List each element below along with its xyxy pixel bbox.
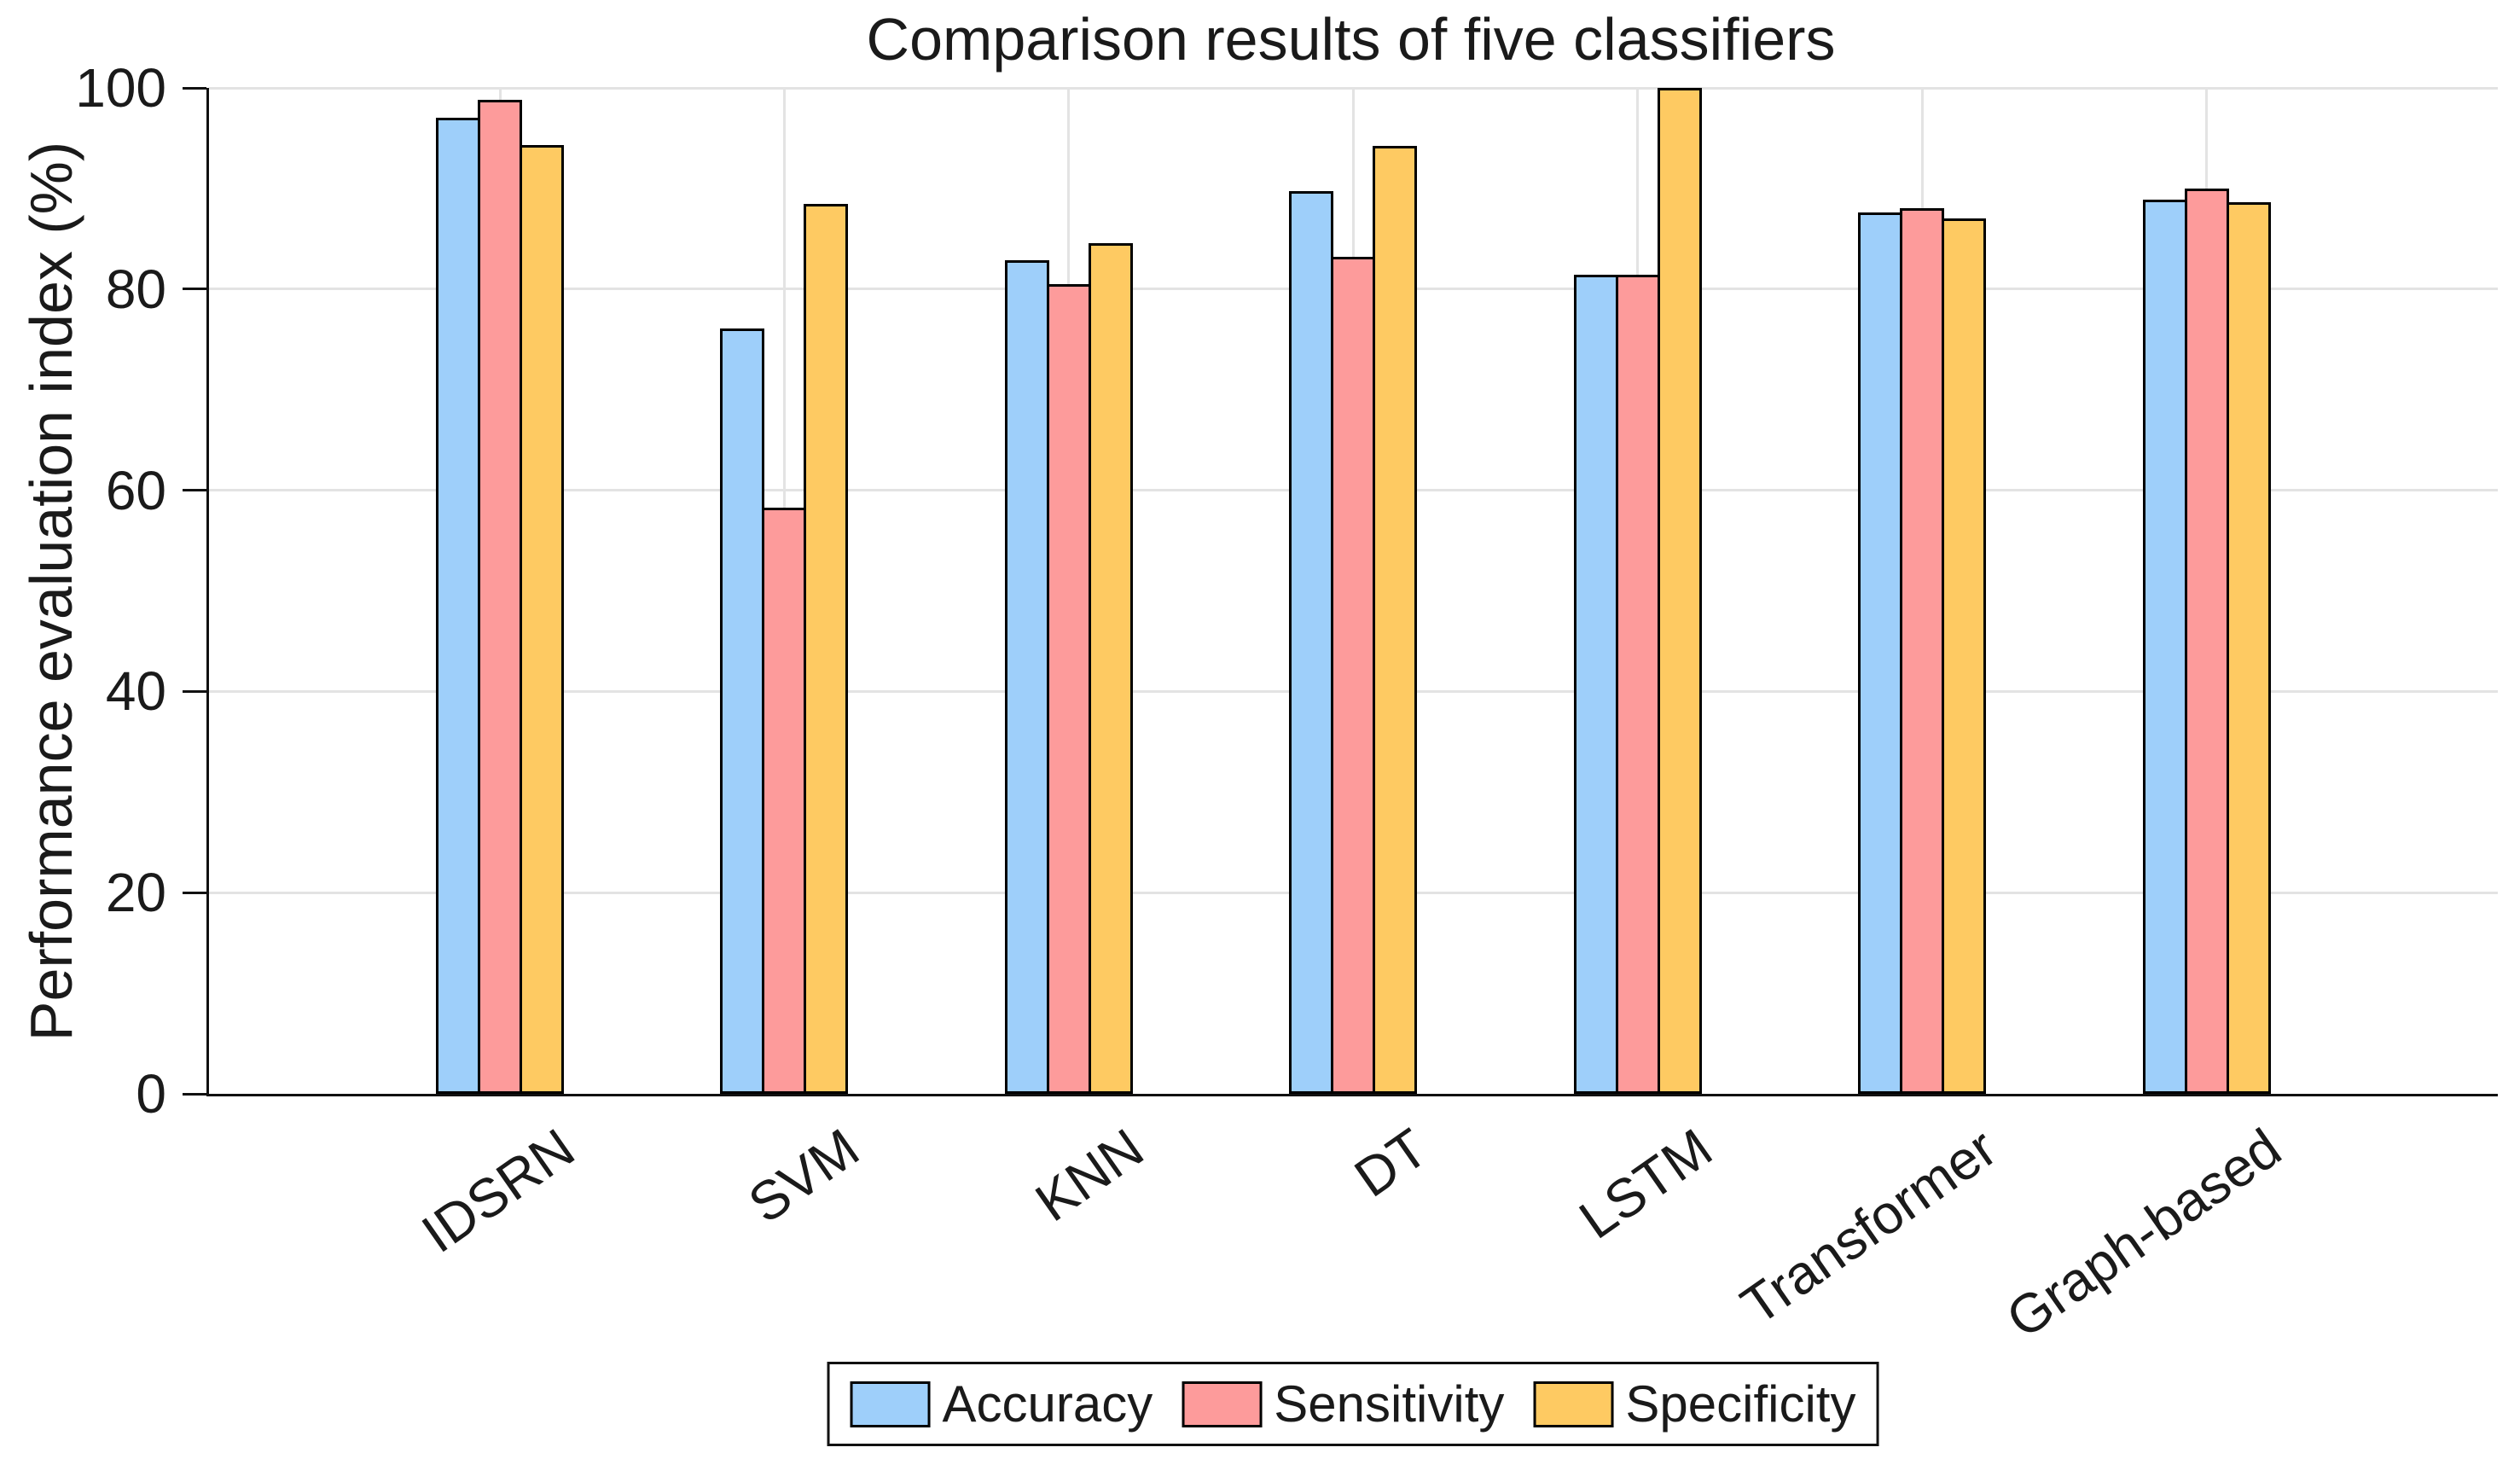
- y-tick-label: 20: [105, 862, 166, 924]
- legend-label-accuracy: Accuracy: [942, 1375, 1153, 1433]
- legend-entry-accuracy: Accuracy: [850, 1375, 1153, 1433]
- legend: Accuracy Sensitivity Specificity: [827, 1362, 1879, 1446]
- y-axis-label-wrap: Performance evaluation index (%): [0, 88, 102, 1094]
- bar-specificity-knn: [1088, 242, 1133, 1094]
- bar-sensitivity-graph-based: [2184, 188, 2229, 1094]
- y-tick-mark: [183, 1092, 206, 1096]
- legend-entry-sensitivity: Sensitivity: [1182, 1375, 1504, 1433]
- bar-specificity-idsrn: [520, 145, 564, 1094]
- y-tick-label: 100: [75, 57, 166, 119]
- x-tick-label-knn: KNN: [1024, 1116, 1154, 1234]
- x-tick-label-graph-based: Graph-based: [1995, 1116, 2292, 1351]
- bar-accuracy-dt: [1289, 191, 1334, 1094]
- bar-sensitivity-transformer: [1900, 208, 1945, 1094]
- bar-accuracy-knn: [1004, 259, 1049, 1094]
- y-tick-label: 0: [136, 1063, 166, 1125]
- y-tick-mark: [183, 288, 206, 291]
- x-tick-label-idsrn: IDSRN: [410, 1116, 585, 1265]
- plot-area: 0 20 40 60 80 100 IDSRN SVM KNN DT LSTM Transformer…: [75, 57, 2498, 1350]
- y-tick-mark: [183, 86, 206, 90]
- bar-accuracy-idsrn: [436, 118, 480, 1094]
- bar-accuracy-transformer: [1858, 212, 1903, 1094]
- bar-sensitivity-idsrn: [478, 100, 522, 1094]
- chart-title: Comparison results of five classifiers: [866, 6, 1836, 73]
- bar-sensitivity-dt: [1331, 257, 1376, 1094]
- y-tick-mark: [183, 891, 206, 894]
- bar-accuracy-lstm: [1573, 275, 1618, 1094]
- x-tick-label-transformer: Transformer: [1730, 1116, 2008, 1337]
- legend-label-specificity: Specificity: [1625, 1375, 1856, 1433]
- legend-entry-specificity: Specificity: [1533, 1375, 1855, 1433]
- bar-sensitivity-lstm: [1615, 275, 1660, 1094]
- x-tick-label-svm: SVM: [737, 1116, 870, 1235]
- x-tick-label-lstm: LSTM: [1568, 1116, 1723, 1251]
- legend-swatch-specificity: [1533, 1381, 1614, 1427]
- y-tick-label: 40: [105, 660, 166, 723]
- legend-swatch-sensitivity: [1182, 1381, 1263, 1427]
- bar-specificity-svm: [804, 203, 849, 1094]
- bar-accuracy-svm: [720, 328, 765, 1094]
- legend-label-sensitivity: Sensitivity: [1274, 1375, 1505, 1433]
- y-tick-label: 60: [105, 459, 166, 521]
- bar-sensitivity-svm: [762, 507, 807, 1094]
- bar-specificity-transformer: [1942, 218, 1987, 1094]
- y-tick-mark: [183, 489, 206, 492]
- bar-accuracy-graph-based: [2142, 199, 2187, 1094]
- bar-specificity-lstm: [1657, 88, 1702, 1094]
- bar-specificity-graph-based: [2226, 202, 2271, 1094]
- bar-sensitivity-knn: [1046, 283, 1091, 1094]
- y-tick-label: 80: [105, 258, 166, 320]
- y-tick-mark: [183, 689, 206, 693]
- legend-swatch-accuracy: [850, 1381, 931, 1427]
- x-tick-label-dt: DT: [1343, 1116, 1439, 1209]
- bar-specificity-dt: [1373, 146, 1418, 1094]
